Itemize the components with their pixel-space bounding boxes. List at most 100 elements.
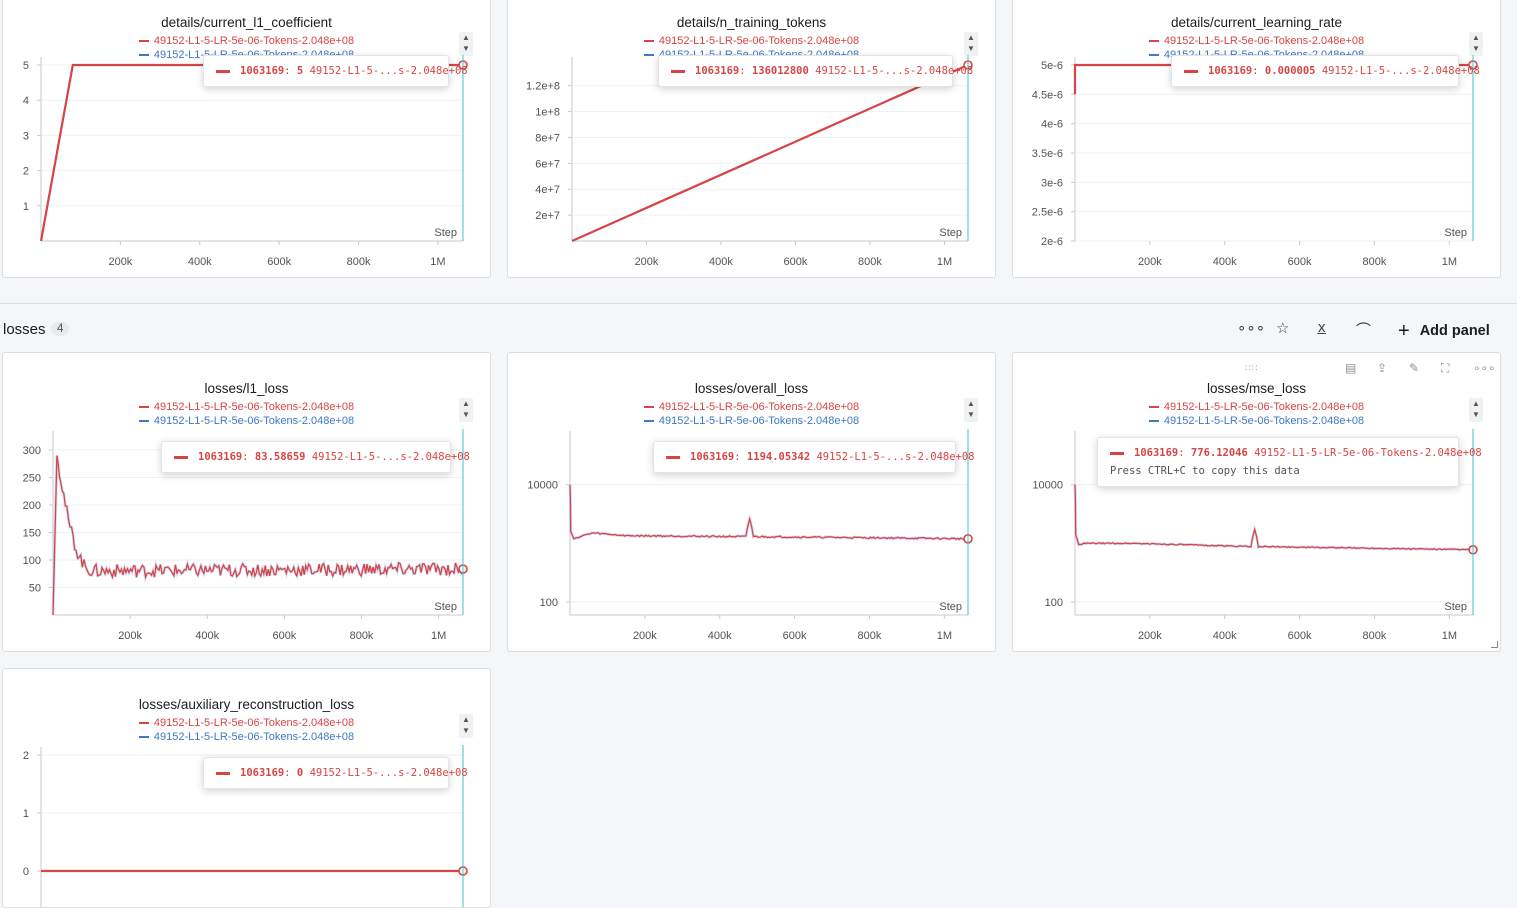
x-axis-label: Step [939,227,962,239]
x-tick-label: 200k [635,256,659,268]
series-line[interactable] [1074,484,1474,551]
legend-entry[interactable]: 49152-L1-5-LR-5e-06-Tokens-2.048e+08 [3,716,490,730]
chevron-down-icon[interactable]: ▼ [462,726,470,735]
legend-scroll-control[interactable]: ▲ ▼ [1469,32,1483,56]
section-title[interactable]: losses [3,321,46,338]
chevron-up-icon[interactable]: ▲ [462,33,470,42]
legend-scroll-control[interactable]: ▲ ▼ [1469,398,1483,422]
legend-entry[interactable]: 49152-L1-5-LR-5e-06-Tokens-2.048e+08 [3,414,490,428]
legend-scroll-control[interactable]: ▲ ▼ [459,714,473,738]
legend-entry[interactable]: 49152-L1-5-LR-5e-06-Tokens-2.048e+08 [3,730,490,744]
tooltip-separator: : [284,767,297,779]
chart-plot[interactable]: 100 10000 200k 400k 600k 800k 1M Step [1013,353,1500,651]
panel-auxiliary-reconstruction-loss[interactable]: losses/auxiliary_reconstruction_loss 4915… [2,668,491,908]
legend-entry[interactable]: 49152-L1-5-LR-5e-06-Tokens-2.048e+08 [508,34,995,48]
y-tick-label: 2.5e-6 [1032,207,1063,219]
y-tick-label: 4 [23,95,29,107]
x-tick-label: 600k [267,256,291,268]
legend-scroll-control[interactable]: ▲ ▼ [459,398,473,422]
panel-title: details/current_learning_rate [1170,15,1343,30]
tooltip-value: 776.12046 [1190,447,1248,459]
y-tick-label: 1 [23,201,29,213]
smoothing-icon[interactable]: ⌒ [1356,322,1372,339]
y-tick-label: 5e-6 [1041,60,1063,72]
y-tick-label: 100 [1045,597,1063,609]
panel-l1-loss[interactable]: losses/l1_loss 49152-L1-5-LR-5e-06-Tokens… [2,352,491,652]
chevron-up-icon[interactable]: ▲ [1472,33,1480,42]
chevron-up-icon[interactable]: ▲ [1472,399,1480,408]
legend-label: 49152-L1-5-LR-5e-06-Tokens-2.048e+08 [153,35,355,47]
legend-swatch [643,54,654,57]
legend-label: 49152-L1-5-LR-5e-06-Tokens-2.048e+08 [1163,401,1365,413]
chevron-up-icon[interactable]: ▲ [967,33,975,42]
panel-mse-loss[interactable]: ∷∷ ▤ ⇪ ✎ ⛶ ∘∘∘ losses/mse_loss 49152-L1-5… [1012,352,1501,652]
hover-tooltip: 1063169: 5 49152-L1-5-...s-2.048e+08 [203,55,468,87]
series-line[interactable] [52,455,464,616]
y-tick-label: 100 [540,597,558,609]
legend-entry[interactable]: 49152-L1-5-LR-5e-06-Tokens-2.048e+08 [1013,414,1500,428]
resize-handle[interactable] [1491,641,1498,648]
chevron-down-icon[interactable]: ▼ [967,44,975,53]
panel-current-l1-coefficient[interactable]: details/current_l1_coefficient 49152-L1-5… [2,0,491,278]
x-tick-label: 800k [858,256,882,268]
legend-swatch [643,420,654,423]
chevron-down-icon[interactable]: ▼ [967,410,975,419]
more-icon[interactable]: ∘∘∘ [1237,320,1266,337]
x-axis-icon[interactable]: x̲ [1318,319,1326,336]
share-icon[interactable]: ⇪ [1377,361,1388,375]
chevron-down-icon[interactable]: ▼ [1472,44,1480,53]
x-tick-label: 800k [347,256,371,268]
chevron-up-icon[interactable]: ▲ [462,399,470,408]
add-panel-button[interactable]: + Add panel [1398,320,1490,343]
y-tick-label: 3 [23,130,29,142]
legend-scroll-control[interactable]: ▲ ▼ [964,398,978,422]
tooltip-value: 0 [296,767,304,779]
chevron-down-icon[interactable]: ▼ [462,410,470,419]
tooltip-value: 0.000005 [1264,65,1316,77]
panel-more-icon[interactable]: ∘∘∘ [1473,361,1496,375]
legend-entry[interactable]: 49152-L1-5-LR-5e-06-Tokens-2.048e+08 [1013,400,1500,414]
legend-entry[interactable]: 49152-L1-5-LR-5e-06-Tokens-2.048e+08 [508,414,995,428]
legend-scroll-control[interactable]: ▲ ▼ [964,32,978,56]
y-tick-label: 3e-6 [1041,177,1063,189]
legend-scroll-control[interactable]: ▲ ▼ [459,32,473,56]
tooltip-step: 1063169 [1208,65,1253,77]
fullscreen-icon[interactable]: ⛶ [1441,361,1450,375]
series-line[interactable] [569,484,969,541]
panel-current-learning-rate[interactable]: details/current_learning_rate 49152-L1-5-… [1012,0,1501,278]
legend-entry[interactable]: 49152-L1-5-LR-5e-06-Tokens-2.048e+08 [1013,34,1500,48]
chevron-down-icon[interactable]: ▼ [1472,410,1480,419]
tooltip-separator: : [242,451,255,463]
edit-icon[interactable]: ✎ [1409,361,1420,375]
legend-swatch [1148,40,1159,43]
clipboard-icon[interactable]: ▤ [1345,361,1357,375]
pin-icon[interactable]: ☆ [1276,320,1290,337]
tooltip-run: 49152-L1-5-...s-2.048e+08 [303,65,468,77]
series-line[interactable] [571,63,969,243]
legend-entry[interactable]: 49152-L1-5-LR-5e-06-Tokens-2.048e+08 [3,400,490,414]
x-tick-label: 400k [188,256,212,268]
drag-handle-icon[interactable]: ∷∷ [1245,363,1259,373]
chart-plot[interactable]: 1 2 3 4 5 200k 400k 600k 800k 1M Step [3,0,490,277]
chart-plot[interactable]: 50 100 150 200 250 300 200k 400k 600k 800k 1M Step [3,353,490,651]
tooltip-run: 49152-L1-5-...s-2.048e+08 [303,767,468,779]
panel-overall-loss[interactable]: losses/overall_loss 49152-L1-5-LR-5e-06-T… [507,352,996,652]
legend-entry[interactable]: 49152-L1-5-LR-5e-06-Tokens-2.048e+08 [3,34,490,48]
x-tick-label: 800k [1363,630,1387,642]
chart-plot[interactable]: 100 10000 200k 400k 600k 800k 1M Step [508,353,995,651]
chart-plot[interactable]: 2e-6 2.5e-6 3e-6 3.5e-6 4e-6 4.5e-6 5e-6 200k 40… [1013,0,1500,277]
chevron-up-icon[interactable]: ▲ [967,399,975,408]
panel-n-training-tokens[interactable]: details/n_training_tokens 49152-L1-5-LR-5… [507,0,996,278]
legend-entry[interactable]: 49152-L1-5-LR-5e-06-Tokens-2.048e+08 [508,400,995,414]
legend-label: 49152-L1-5-LR-5e-06-Tokens-2.048e+08 [658,415,860,427]
chart-plot[interactable]: 2e+7 4e+7 6e+7 8e+7 1e+8 1.2e+8 200k 400k 600k 80… [508,0,995,277]
tooltip-hint: Press CTRL+C to copy this data [1110,465,1300,477]
series-line[interactable] [39,63,463,242]
chevron-up-icon[interactable]: ▲ [462,715,470,724]
x-axis-label: Step [434,601,457,613]
tooltip-step: 1063169 [240,767,285,779]
x-tick-label: 400k [195,630,219,642]
legend-swatch [138,406,149,409]
x-tick-label: 200k [633,630,657,642]
chevron-down-icon[interactable]: ▼ [462,44,470,53]
